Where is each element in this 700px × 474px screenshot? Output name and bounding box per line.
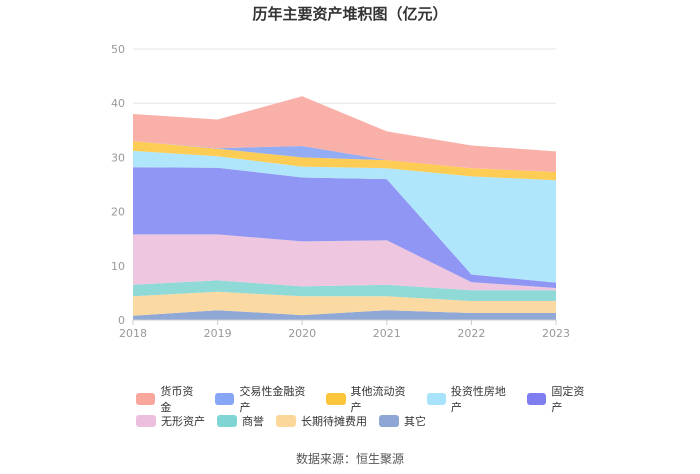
legend-swatch bbox=[217, 415, 237, 427]
y-tick-label: 50 bbox=[111, 43, 125, 56]
area-series-1 bbox=[133, 291, 556, 316]
legend-label: 固定资产 bbox=[551, 385, 585, 414]
x-tick-label: 2019 bbox=[204, 327, 232, 340]
legend-item[interactable]: 交易性金融资产 bbox=[215, 383, 314, 415]
legend-swatch bbox=[526, 393, 547, 405]
data-source: 数据来源：恒生聚源 bbox=[295, 452, 404, 466]
legend-swatch bbox=[136, 415, 156, 427]
y-tick-label: 30 bbox=[111, 151, 125, 164]
legend-label: 无形资产 bbox=[161, 415, 205, 428]
legend-item[interactable]: 商誉 bbox=[217, 413, 264, 429]
legend-swatch bbox=[379, 415, 399, 427]
area-series-5 bbox=[133, 150, 556, 283]
area-series-8 bbox=[133, 96, 556, 172]
legend-item[interactable]: 固定资产 bbox=[526, 383, 594, 415]
legend-swatch bbox=[326, 393, 346, 405]
legend-label: 投资性房地产 bbox=[450, 385, 506, 414]
y-tick-label: 20 bbox=[111, 206, 125, 219]
legend-label: 交易性金融资产 bbox=[239, 385, 306, 414]
legend: 货币资金 交易性金融资产 其他流动资产 投资性房地产 固定资产 无形资产 商誉 长期待摊费用… bbox=[136, 385, 606, 433]
area-layer bbox=[133, 96, 556, 320]
y-tick-label: 40 bbox=[111, 97, 125, 110]
legend-item[interactable]: 其它 bbox=[379, 413, 426, 429]
legend-swatch bbox=[215, 393, 235, 405]
area-series-3 bbox=[133, 234, 556, 291]
x-tick-label: 2023 bbox=[542, 327, 570, 340]
legend-row-2: 无形资产 商誉 长期待摊费用 其它 bbox=[136, 411, 606, 431]
legend-item[interactable]: 货币资金 bbox=[136, 383, 203, 415]
legend-swatch bbox=[136, 393, 156, 405]
axis-layer: 0 10 20 30 40 50 2018 2019 2020 2021 2022 2023 bbox=[111, 43, 570, 340]
legend-item[interactable]: 无形资产 bbox=[136, 413, 205, 429]
legend-swatch bbox=[276, 415, 296, 427]
legend-swatch bbox=[426, 393, 446, 405]
area-series-6 bbox=[133, 141, 556, 181]
stacked-area-chart: 0 10 20 30 40 50 2018 2019 2020 2021 2022 2023 bbox=[111, 43, 570, 340]
legend-item[interactable]: 其他流动资产 bbox=[326, 383, 414, 415]
legend-label: 其它 bbox=[404, 415, 426, 428]
area-series-4 bbox=[133, 167, 556, 288]
y-tick-label: 10 bbox=[111, 260, 125, 273]
y-tick-label: 0 bbox=[118, 314, 125, 327]
legend-label: 商誉 bbox=[242, 415, 264, 428]
legend-label: 其他流动资产 bbox=[350, 385, 406, 414]
legend-item[interactable]: 长期待摊费用 bbox=[276, 413, 367, 429]
area-series-7 bbox=[133, 141, 556, 172]
legend-item[interactable]: 投资性房地产 bbox=[426, 383, 515, 415]
x-tick-label: 2021 bbox=[373, 327, 401, 340]
x-tick-label: 2020 bbox=[288, 327, 316, 340]
legend-row-1: 货币资金 交易性金融资产 其他流动资产 投资性房地产 固定资产 bbox=[136, 385, 606, 414]
area-series-0 bbox=[133, 310, 556, 320]
legend-label: 长期待摊费用 bbox=[301, 415, 367, 428]
area-series-2 bbox=[133, 280, 556, 301]
chart-title: 历年主要资产堆积图（亿元） bbox=[252, 5, 448, 23]
x-tick-label: 2022 bbox=[457, 327, 485, 340]
x-tick-label: 2018 bbox=[119, 327, 147, 340]
legend-label: 货币资金 bbox=[160, 385, 194, 414]
